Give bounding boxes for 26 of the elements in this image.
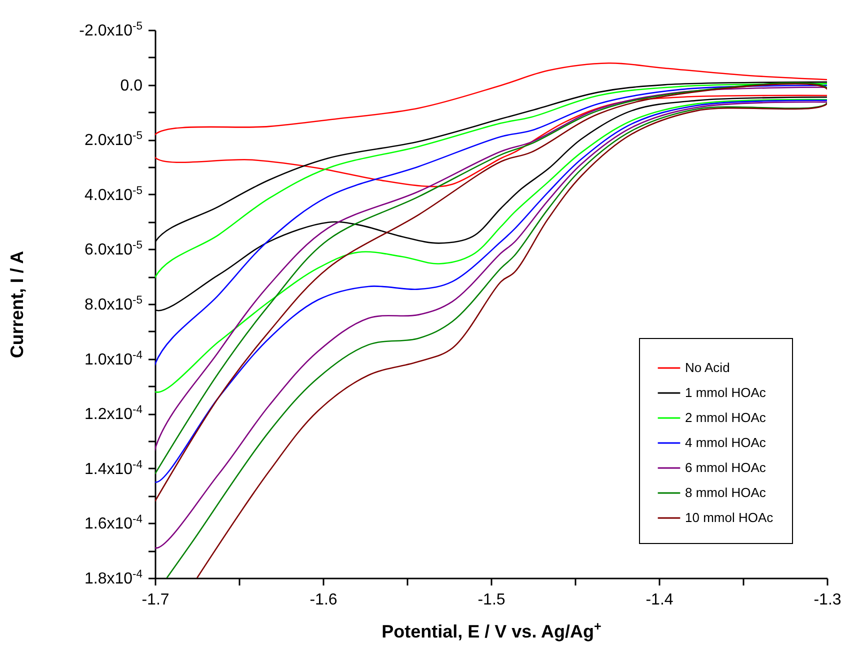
x-tick-label: -1.6: [310, 592, 338, 608]
x-tick-label: -1.3: [814, 592, 842, 608]
line-series: [155, 62, 827, 188]
x-tick-label: -1.5: [478, 592, 506, 608]
y-tick-label: -2.0x10$^{-5}$: [79, 20, 142, 40]
y-tick-label: 1.2x10$^{-4}$: [84, 404, 142, 424]
y-tick-label: 0.0: [120, 77, 143, 94]
legend-label: 1 mmol HOAc: [685, 385, 766, 400]
y-axis-title: Current, I / A: [6, 250, 27, 358]
y-tick-label: 1.8x10$^{-4}$: [84, 568, 142, 588]
x-tick-label: -1.7: [142, 592, 170, 608]
legend-label: 2 mmol HOAc: [685, 410, 766, 425]
legend-label: No Acid: [685, 360, 730, 375]
y-tick-label: 1.6x10$^{-4}$: [84, 514, 142, 533]
legend-label: 8 mmol HOAc: [685, 485, 766, 500]
y-tick-label: 8.0x10$^{-5}$: [84, 294, 142, 314]
y-tick-label: 6.0x10$^{-5}$: [84, 240, 142, 259]
x-axis-title: Potential, E / V vs. Ag/Ag$^{+}$: [382, 620, 602, 642]
y-tick-label: 2.0x10$^{-5}$: [84, 130, 142, 150]
legend-label: 4 mmol HOAc: [685, 435, 766, 450]
y-tick-label: 4.0x10$^{-5}$: [84, 184, 142, 204]
legend-label: 10 mmol HOAc: [685, 510, 774, 525]
y-tick-label: 1.4x10$^{-4}$: [84, 458, 142, 478]
y-tick-label: 1.0x10$^{-4}$: [84, 349, 142, 368]
x-tick-label: -1.4: [646, 592, 674, 608]
legend-label: 6 mmol HOAc: [685, 460, 766, 475]
